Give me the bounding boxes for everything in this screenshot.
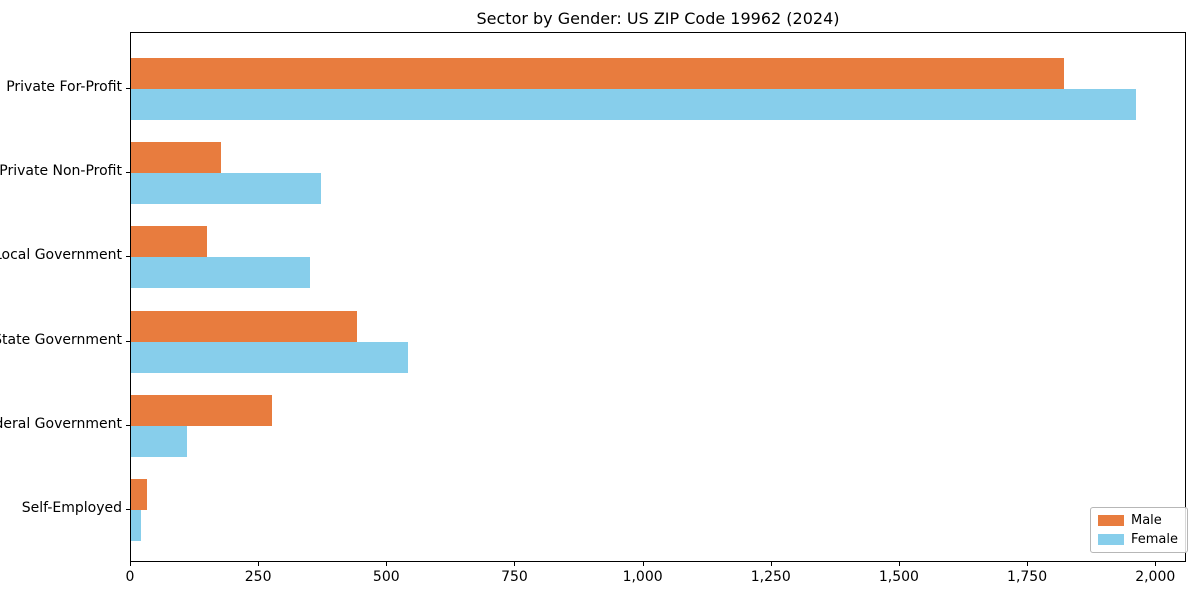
legend-label-female: Female (1131, 532, 1179, 547)
y-tick-label-private-non-profit: Private Non-Profit (0, 163, 122, 180)
bar-female-state-government (131, 341, 408, 373)
plot-area (130, 32, 1186, 562)
bar-male-local-government (131, 226, 207, 258)
bar-male-federal-government (131, 394, 272, 426)
legend-item-male: Male (1098, 513, 1178, 528)
y-tick-label-federal-government: Federal Government (0, 415, 122, 432)
bar-female-local-government (131, 257, 311, 289)
x-tick-label-250: 250 (244, 569, 272, 585)
x-tick-mark (386, 562, 388, 566)
x-tick-label-0: 0 (125, 569, 135, 585)
legend-swatch-male (1098, 515, 1124, 526)
y-tick-mark (126, 509, 130, 510)
x-tick-label-1-500: 1,500 (878, 569, 919, 585)
x-tick-label-2-000: 2,000 (1135, 569, 1176, 585)
x-tick-mark (130, 562, 131, 566)
y-tick-label-state-government: State Government (0, 331, 122, 348)
x-tick-mark (770, 562, 772, 566)
x-tick-label-500: 500 (372, 569, 400, 585)
bar-female-federal-government (131, 425, 188, 457)
chart-title: Sector by Gender: US ZIP Code 19962 (202… (476, 9, 840, 28)
y-tick-mark (126, 88, 130, 89)
legend-item-female: Female (1098, 532, 1178, 547)
y-tick-mark (126, 424, 130, 426)
x-tick-mark (1027, 562, 1029, 566)
x-tick-label-1-000: 1,000 (622, 569, 663, 585)
x-tick-mark (514, 562, 516, 566)
bar-male-self-employed (131, 479, 148, 510)
bar-male-private-for-profit (131, 58, 1064, 89)
bar-female-private-non-profit (131, 173, 321, 205)
legend: Male Female (1090, 507, 1189, 553)
bar-female-private-for-profit (131, 89, 1136, 120)
legend-swatch-female (1098, 534, 1124, 545)
x-tick-mark (642, 562, 644, 566)
bar-female-self-employed (131, 510, 142, 541)
x-tick-mark (898, 562, 900, 566)
bar-male-private-non-profit (131, 142, 221, 174)
x-tick-mark (1155, 562, 1157, 566)
y-tick-label-self-employed: Self-Employed (21, 500, 122, 516)
y-tick-mark (126, 256, 130, 258)
y-tick-label-local-government: Local Government (0, 247, 122, 264)
y-tick-mark (126, 172, 130, 174)
x-tick-mark (258, 562, 260, 566)
y-tick-mark (126, 340, 130, 342)
x-tick-label-1-750: 1,750 (1007, 569, 1048, 585)
bar-male-state-government (131, 310, 357, 342)
y-tick-label-private-for-profit: Private For-Profit (6, 79, 122, 95)
x-tick-label-750: 750 (501, 569, 528, 585)
x-tick-label-1-250: 1,250 (750, 569, 791, 585)
legend-label-male: Male (1131, 513, 1162, 528)
